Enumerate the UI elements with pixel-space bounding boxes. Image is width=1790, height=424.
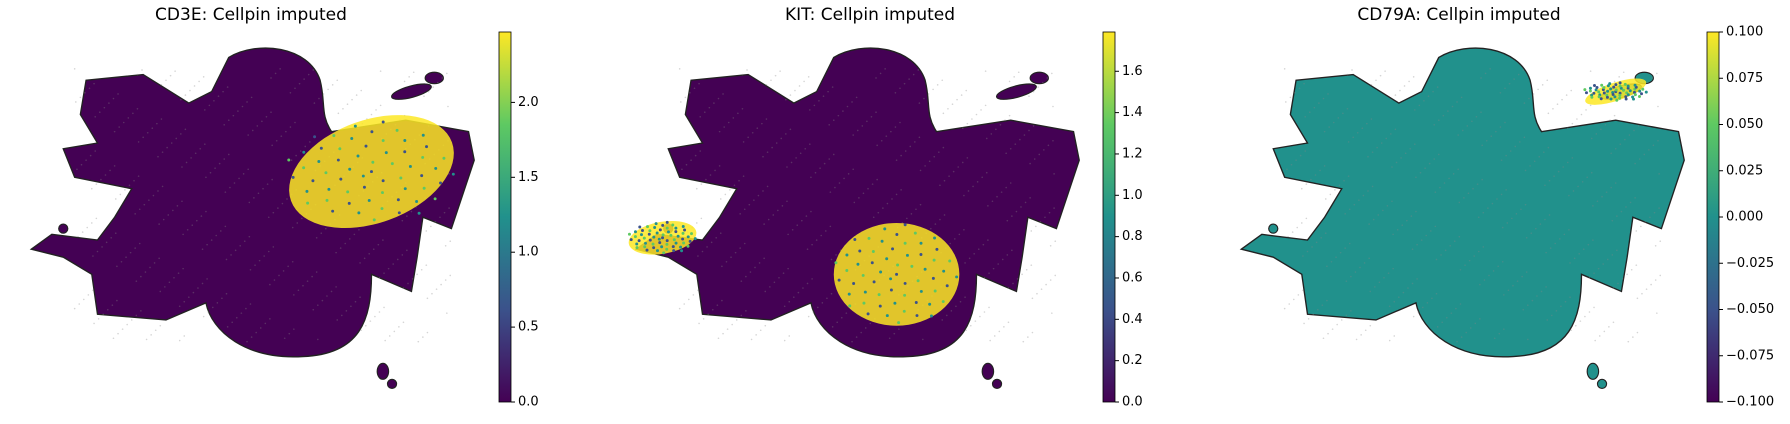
colorbar-tick-label: 1.0 — [1122, 188, 1143, 203]
colorbar-tick-label: 0.050 — [1726, 117, 1763, 132]
colorbar — [498, 31, 512, 403]
colorbar-tick-label: 1.4 — [1122, 105, 1143, 120]
colorbar-tick-label: 0.5 — [518, 320, 539, 335]
colorbar-tick-label: 0.100 — [1726, 25, 1763, 40]
chart-title: KIT: Cellpin imputed — [785, 5, 955, 25]
colorbar-tick-label: 0.2 — [1122, 353, 1143, 368]
colorbar-tick-label: 0.4 — [1122, 312, 1143, 327]
embedding-plot — [627, 47, 1080, 390]
colorbar-tick-label: 1.6 — [1122, 64, 1143, 79]
colorbar — [1102, 31, 1116, 403]
chart-title: CD79A: Cellpin imputed — [1357, 5, 1560, 25]
colorbar-tick-label: 1.0 — [518, 245, 539, 260]
colorbar-tick-label: 0.8 — [1122, 229, 1143, 244]
colorbar — [1706, 31, 1720, 403]
colorbar-tick-label: 0.025 — [1726, 163, 1763, 178]
colorbar-tick-label: 0.6 — [1122, 270, 1143, 285]
colorbar-tick-label: 0.0 — [1122, 395, 1143, 410]
colorbar-tick-label: 0.0 — [518, 395, 539, 410]
colorbar-tick-label: −0.075 — [1726, 348, 1774, 363]
colorbar-tick-label: 2.0 — [518, 95, 539, 110]
embedding-plot — [30, 47, 475, 390]
colorbar-tick-label: −0.025 — [1726, 256, 1774, 271]
colorbar-tick-label: 0.075 — [1726, 71, 1763, 86]
chart-title: CD3E: Cellpin imputed — [155, 5, 347, 25]
colorbar-tick-label: 0.000 — [1726, 210, 1763, 225]
colorbar-tick-label: −0.050 — [1726, 302, 1774, 317]
colorbar-tick-label: 1.2 — [1122, 146, 1143, 161]
colorbar-tick-label: 1.5 — [518, 170, 539, 185]
colorbar-tick-label: −0.100 — [1726, 395, 1774, 410]
embedding-plot — [1240, 47, 1685, 390]
